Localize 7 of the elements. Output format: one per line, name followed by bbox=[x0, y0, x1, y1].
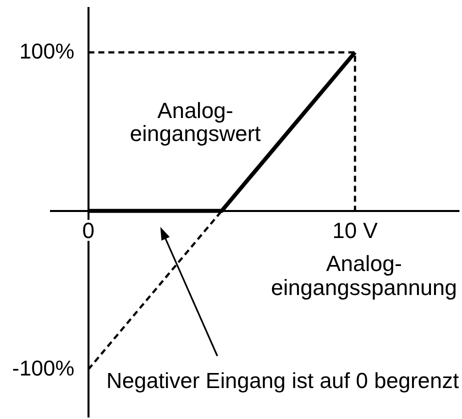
annotation: Negativer Eingang ist auf 0 begrenzt bbox=[106, 368, 459, 393]
x-tick-label: 0 bbox=[82, 218, 94, 243]
y-tick-label: -100% bbox=[12, 356, 74, 380]
y-axis-title: Analog- eingangswert bbox=[130, 98, 261, 146]
x-tick-label: 10 V bbox=[332, 218, 378, 243]
y-tick-label: 100% bbox=[19, 39, 74, 64]
x-axis-title: Analog- eingangsspannung bbox=[271, 250, 458, 300]
